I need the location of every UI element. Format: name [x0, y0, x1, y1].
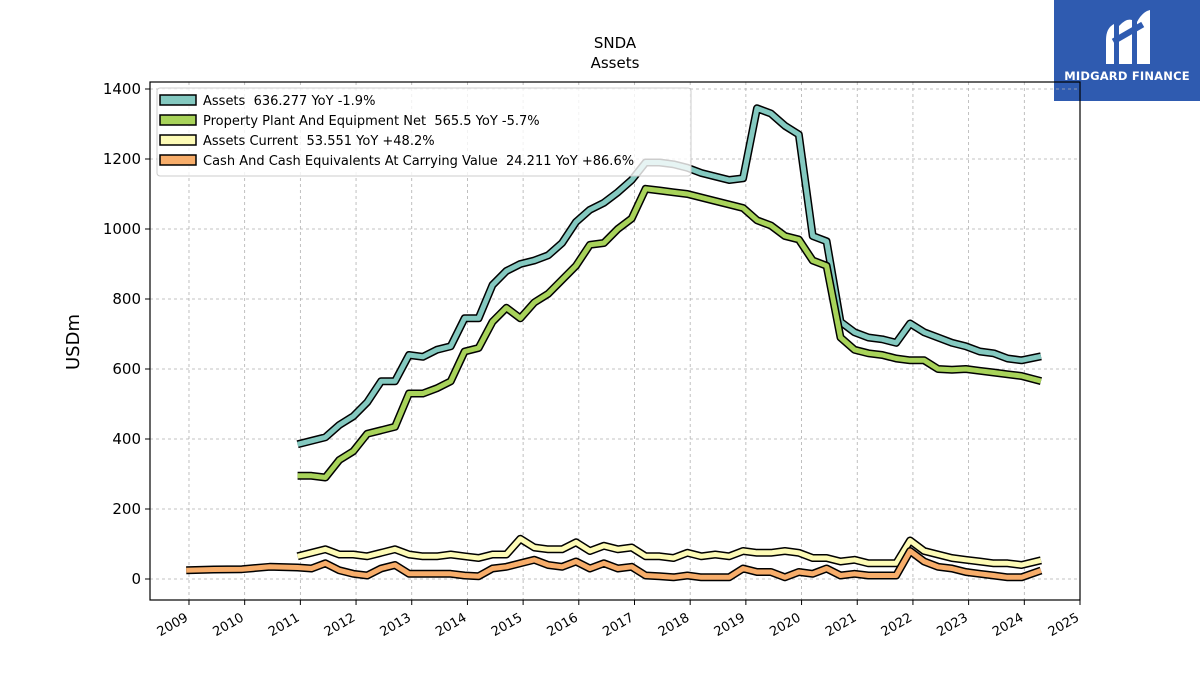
series-2 [296, 534, 1042, 569]
x-tick-label: 2015 [489, 610, 525, 640]
legend-swatch [159, 94, 197, 106]
y-tick-label: 0 [131, 570, 141, 588]
legend-swatch [159, 134, 197, 146]
y-tick-label: 1200 [103, 150, 141, 168]
plot-frame [149, 81, 1081, 601]
x-tick-label: 2022 [879, 610, 915, 640]
x-tick-label: 2018 [656, 610, 692, 640]
x-tick-label: 2014 [433, 610, 469, 640]
x-tick-label: 2012 [322, 610, 358, 640]
x-tick-label: 2020 [767, 610, 803, 640]
brand-name: MIDGARD FINANCE [1064, 69, 1190, 83]
legend-label: Property Plant And Equipment Net 565.5 Y… [203, 114, 540, 129]
x-tick-label: 2024 [990, 610, 1026, 640]
legend-swatch [159, 154, 197, 166]
chart-subtitle: Assets [591, 54, 640, 72]
y-tick-label: 1000 [103, 220, 141, 238]
x-tick-label: 2010 [211, 610, 247, 640]
brand-logo: MIDGARD FINANCE [1054, 0, 1200, 101]
legend: Assets 636.277 YoY -1.9% Property Plant A… [156, 87, 692, 177]
x-tick-label: 2013 [378, 610, 414, 640]
chart-title: SNDA [594, 34, 637, 52]
series-3 [186, 547, 1043, 582]
y-tick-label: 800 [112, 290, 141, 308]
legend-label: Assets Current 53.551 YoY +48.2% [203, 134, 435, 149]
y-tick-label: 1400 [103, 80, 141, 98]
x-tick-label: 2011 [266, 610, 302, 640]
x-tick-label: 2009 [155, 610, 191, 640]
y-tick-label: 200 [112, 500, 141, 518]
series-line [296, 536, 1042, 568]
x-tick-label: 2019 [712, 610, 748, 640]
x-tick-label: 2025 [1046, 610, 1082, 640]
series-line [186, 548, 1042, 580]
legend-box [156, 87, 692, 177]
y-axis-label: USDm [63, 314, 84, 370]
legend-label: Cash And Cash Equivalents At Carrying Va… [203, 154, 634, 169]
legend-label: Assets 636.277 YoY -1.9% [203, 94, 375, 109]
midgard-m-logo-icon [1106, 10, 1150, 65]
y-tick-label: 400 [112, 430, 141, 448]
y-tick-label: 600 [112, 360, 141, 378]
x-tick-label: 2017 [600, 610, 636, 640]
x-tick-label: 2023 [934, 610, 970, 640]
legend-swatch [159, 114, 197, 126]
series-1 [297, 184, 1043, 482]
series-line [297, 186, 1042, 480]
x-tick-label: 2016 [545, 610, 581, 640]
x-tick-label: 2021 [823, 610, 859, 640]
